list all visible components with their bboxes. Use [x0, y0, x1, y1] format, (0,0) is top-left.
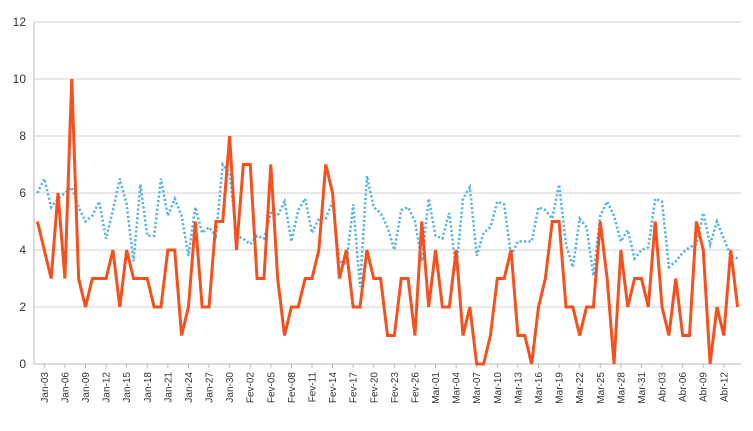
x-tick-label: Mar-07 — [472, 372, 483, 404]
x-tick-label: Mar-19 — [555, 372, 566, 404]
x-tick-label: Mar-01 — [431, 372, 442, 404]
grid-lines — [34, 21, 741, 365]
series-lines — [35, 78, 740, 366]
y-tick-label: 0 — [19, 357, 26, 371]
y-tick-label: 10 — [13, 72, 27, 86]
x-tick-label: Fev-14 — [328, 372, 339, 404]
x-tick-label: Fev-26 — [410, 372, 421, 404]
x-tick-label: Mar-28 — [616, 372, 627, 404]
y-tick-label: 2 — [19, 300, 26, 314]
series-line-solid — [35, 78, 740, 366]
y-axis-ticks: 0 2 4 6 8 10 12 — [13, 15, 27, 371]
y-tick-label: 8 — [19, 129, 26, 143]
x-tick-label: Fev-23 — [390, 372, 401, 404]
x-tick-label: Jan-15 — [122, 372, 133, 403]
x-tick-label: Jan-27 — [205, 372, 216, 403]
x-tick-label: Jan-06 — [60, 372, 71, 403]
x-tick-label: Fev-17 — [349, 372, 360, 404]
x-tick-label: Jan-03 — [40, 372, 51, 403]
x-tick-label: Mar-25 — [596, 372, 607, 404]
x-tick-label: Mar-13 — [513, 372, 524, 404]
x-tick-label: Jan-24 — [184, 372, 195, 403]
x-tick-label: Jan-12 — [102, 372, 113, 403]
x-tick-label: Fev-11 — [307, 372, 318, 403]
x-tick-label: Fev-08 — [287, 372, 298, 404]
series-line-dotted — [36, 161, 739, 288]
x-tick-label: Fev-20 — [369, 372, 380, 404]
x-tick-label: Jan-09 — [81, 372, 92, 403]
x-tick-label: Jan-18 — [143, 372, 154, 403]
x-axis-ticks: Jan-03 Jan-06 Jan-09 Jan-12 Jan-15 Jan-18 Jan-… — [40, 364, 730, 404]
x-tick-label: Mar-10 — [493, 372, 504, 404]
x-tick-label: Jan-21 — [163, 372, 174, 403]
x-tick-label: Fev-02 — [246, 372, 257, 404]
x-tick-label: Abr-06 — [678, 372, 689, 402]
x-tick-label: Fev-05 — [266, 372, 277, 404]
x-tick-label: Abr-12 — [719, 372, 730, 402]
y-tick-label: 4 — [19, 243, 26, 257]
y-tick-label: 6 — [19, 186, 26, 200]
x-tick-label: Jan-30 — [225, 372, 236, 403]
x-axis — [33, 22, 741, 365]
x-tick-label: Mar-04 — [452, 372, 463, 404]
x-tick-label: Mar-16 — [534, 372, 545, 404]
x-tick-label: Mar-22 — [575, 372, 586, 404]
x-tick-label: Mar-31 — [637, 372, 648, 404]
x-tick-label: Abr-09 — [699, 372, 710, 402]
y-tick-label: 12 — [13, 15, 27, 29]
x-tick-label: Abr-03 — [658, 372, 669, 402]
